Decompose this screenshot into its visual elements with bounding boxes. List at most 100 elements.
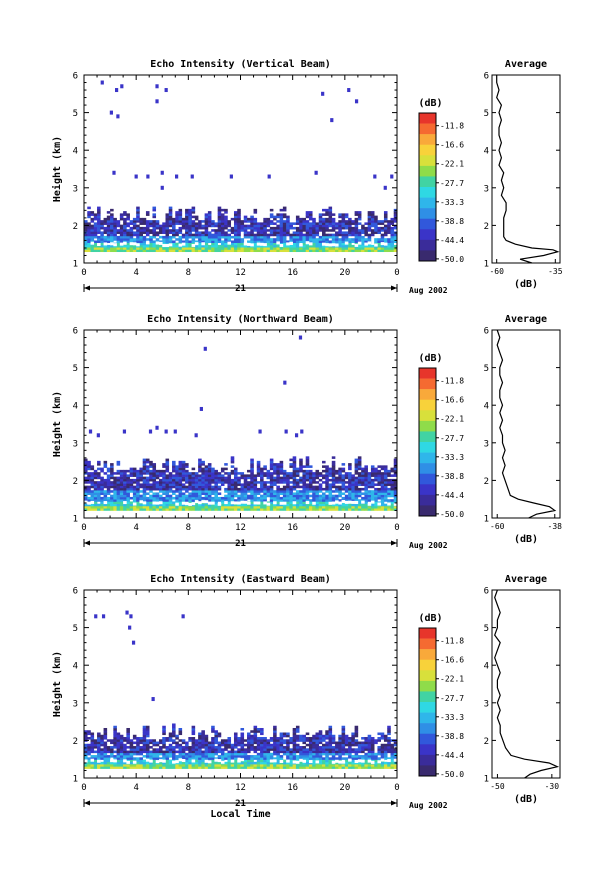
echo-cell	[299, 476, 303, 480]
echo-cell	[110, 490, 114, 493]
echo-cell	[145, 730, 150, 733]
echo-cell	[100, 737, 104, 740]
echo-cell	[224, 467, 228, 471]
echo-cell	[233, 764, 238, 767]
colorbar-swatch	[419, 431, 436, 443]
echo-cell	[387, 249, 391, 253]
echo-cell	[211, 750, 215, 754]
echo-cell	[162, 743, 166, 747]
echo-cell	[393, 472, 398, 475]
echo-cell	[305, 508, 310, 511]
echo-gap	[305, 501, 310, 505]
echo-cell	[126, 505, 130, 509]
echo-cell	[116, 235, 121, 239]
echo-cell	[162, 752, 166, 756]
echo-cell	[90, 734, 95, 738]
echo-cell	[230, 229, 235, 232]
echo-cell	[260, 737, 264, 740]
echo-cell	[243, 220, 248, 223]
echo-cell	[322, 222, 326, 225]
echo-cell	[308, 766, 313, 769]
echo-cell	[191, 485, 196, 489]
echo-cell	[253, 741, 258, 745]
echo-cell	[194, 222, 199, 225]
echo-cell	[207, 494, 212, 498]
echo-cell	[276, 224, 280, 228]
echo-cell	[351, 474, 355, 477]
echo-cell	[348, 741, 352, 745]
echo-cell	[331, 460, 336, 464]
echo-cell	[129, 478, 134, 482]
echo-cell	[110, 220, 114, 223]
echo-cell	[119, 494, 124, 498]
echo-cell	[351, 732, 355, 736]
echo-cell	[145, 481, 150, 484]
echo-cell	[97, 463, 101, 466]
echo-cell	[361, 226, 365, 230]
echo-cell	[178, 460, 183, 464]
echo-cell	[286, 492, 290, 495]
echo-cell	[230, 750, 235, 754]
echo-cell	[380, 505, 385, 509]
colorbar-label: -16.6	[440, 396, 464, 405]
echo-cell	[194, 240, 199, 243]
echo-cell	[227, 759, 232, 763]
echo-cell	[305, 739, 310, 742]
echo-cell	[194, 494, 199, 498]
echo-cell	[172, 242, 176, 246]
echo-cell	[191, 211, 196, 214]
echo-cell	[354, 472, 359, 475]
echo-cell	[348, 220, 352, 223]
echo-cell	[276, 235, 280, 239]
echo-cell	[220, 741, 225, 745]
echo-cell	[269, 476, 274, 480]
echo-cell	[279, 469, 284, 473]
echo-cell	[201, 483, 205, 486]
echo-cell	[220, 208, 225, 212]
echo-cell	[217, 472, 222, 475]
echo-cell	[110, 499, 114, 502]
echo-cell	[207, 485, 212, 489]
echo-cell	[158, 752, 163, 756]
echo-cell	[276, 508, 280, 511]
echo-cell	[341, 727, 346, 731]
echo-cell	[110, 748, 114, 751]
echo-gap	[256, 242, 261, 246]
echo-cell	[273, 503, 277, 507]
echo-cell	[367, 217, 372, 221]
echo-cell	[84, 737, 88, 740]
echo-cell	[354, 503, 359, 507]
echo-cell	[305, 215, 310, 219]
echo-gap	[90, 500, 95, 504]
echo-cell	[286, 503, 290, 507]
echo-cell	[380, 487, 385, 491]
echo-cell	[387, 469, 391, 473]
echo-cell	[145, 485, 150, 489]
echo-cell	[361, 469, 365, 473]
echo-cell	[374, 496, 378, 500]
echo-cell	[204, 231, 209, 234]
echo-cell	[279, 490, 284, 493]
echo-cell	[383, 508, 388, 511]
echo-cell	[181, 247, 186, 250]
echo-cell	[87, 508, 91, 511]
echo-cell	[276, 752, 280, 756]
echo-gap	[282, 501, 287, 505]
echo-cell	[149, 494, 153, 498]
echo-cell	[100, 750, 104, 754]
echo-cell	[387, 226, 391, 230]
echo-cell	[233, 226, 238, 230]
echo-cell	[227, 496, 232, 500]
echo-cell	[198, 492, 202, 495]
echo-cell	[361, 487, 365, 491]
echo-cell	[175, 746, 179, 749]
echo-cell	[253, 727, 258, 731]
echo-cell	[240, 490, 245, 493]
echo-cell	[211, 725, 215, 729]
echo-cell	[273, 215, 277, 219]
echo-cell	[266, 233, 271, 237]
echo-cell	[198, 465, 202, 468]
echo-cell	[113, 496, 117, 500]
echo-cell	[139, 476, 143, 480]
echo-cell	[103, 732, 108, 736]
